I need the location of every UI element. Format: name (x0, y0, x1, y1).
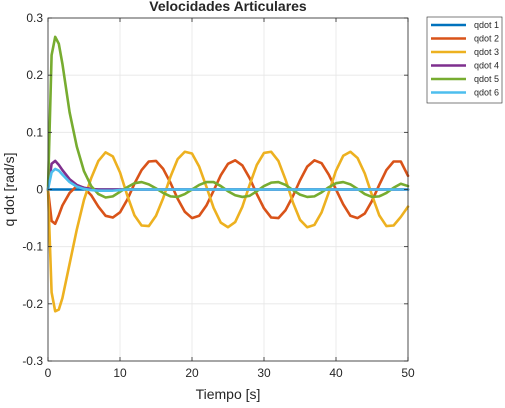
y-axis-label: q dot [rad/s] (1, 153, 17, 227)
x-tick-label: 50 (401, 366, 415, 380)
y-tick-label: -0.1 (22, 240, 43, 254)
y-tick-label: -0.3 (22, 354, 43, 368)
y-tick-label: 0.1 (26, 125, 43, 139)
x-tick-label: 20 (185, 366, 199, 380)
series-lines (46, 35, 410, 313)
y-tick-label: 0.3 (26, 11, 43, 25)
y-tick-label: 0.2 (26, 68, 43, 82)
series-line-qdot-3 (46, 150, 410, 313)
legend-label-qdot-3: qdot 3 (474, 47, 499, 57)
x-axis-label: Tiempo [s] (196, 386, 261, 402)
x-tick-label: 10 (113, 366, 127, 380)
legend-label-qdot-6: qdot 6 (474, 88, 499, 98)
axis-ticks: 0 10 20 30 40 50 -0.3 -0.2 -0.1 0 0.1 0.2 0.3 (22, 11, 415, 380)
legend-box (426, 16, 503, 104)
series-line-qdot-2 (46, 159, 410, 226)
x-tick-label: 30 (257, 366, 271, 380)
legend-label-qdot-1: qdot 1 (474, 20, 499, 30)
series-line-qdot-6 (46, 167, 410, 192)
y-tick-label: 0 (36, 183, 43, 197)
legend-label-qdot-2: qdot 2 (474, 34, 499, 44)
legend: qdot 1 qdot 2 qdot 3 qdot 4 qdot 5 qdot 6 (426, 16, 503, 104)
legend-label-qdot-4: qdot 4 (474, 61, 499, 71)
x-tick-label: 40 (329, 366, 343, 380)
chart-title: Velocidades Articulares (149, 0, 307, 14)
y-tick-label: -0.2 (22, 297, 43, 311)
x-tick-label: 0 (45, 366, 52, 380)
legend-items: qdot 1 qdot 2 qdot 3 qdot 4 qdot 5 qdot 6 (431, 20, 499, 98)
legend-label-qdot-5: qdot 5 (474, 74, 499, 84)
